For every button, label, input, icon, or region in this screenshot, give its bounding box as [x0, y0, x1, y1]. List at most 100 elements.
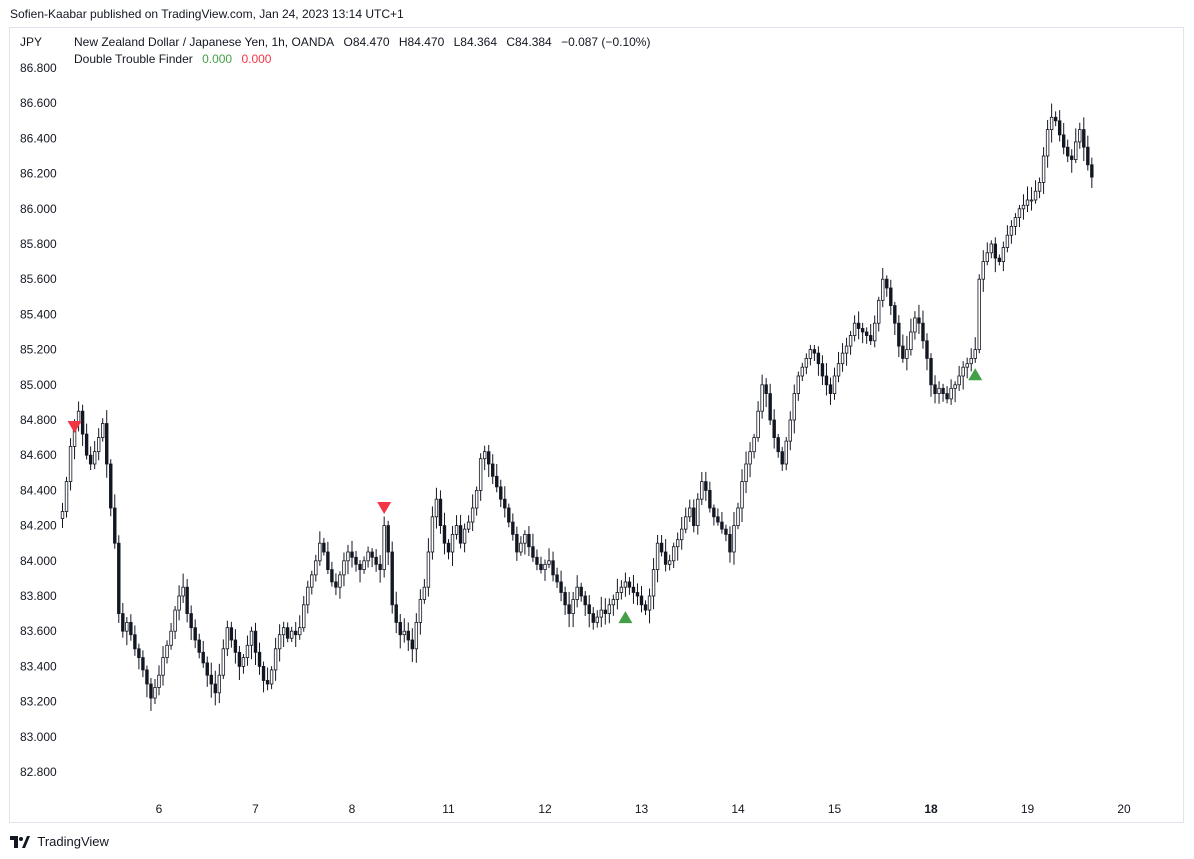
ohlc-low: L84.364 [453, 35, 497, 49]
candle-down [824, 375, 829, 386]
x-tick-label: 14 [731, 802, 745, 816]
candle-up [1037, 181, 1042, 192]
candle-up [1017, 208, 1022, 219]
published-line: Sofien-Kaabar published on TradingView.c… [10, 7, 404, 21]
candle-up [848, 335, 853, 347]
signals [67, 368, 983, 624]
candle-down [631, 586, 636, 593]
candle-down [643, 604, 648, 611]
candle-up [382, 525, 386, 570]
y-tick-label: 83.600 [20, 624, 57, 638]
candle-up [615, 592, 620, 600]
candle-down [941, 387, 945, 395]
candle-up [342, 560, 346, 576]
candle-down [121, 613, 125, 632]
candle-up [1021, 204, 1026, 210]
candle-up [430, 516, 435, 553]
candle-up [173, 609, 177, 632]
candle-down [712, 507, 716, 518]
candle-down [929, 357, 933, 386]
x-axis: 6 7 8 11 12 13 14 15 18 19 20 [156, 802, 1131, 816]
candle-down [1057, 120, 1062, 136]
tradingview-brand[interactable]: TradingView [10, 834, 109, 849]
candle-up [221, 648, 226, 676]
symbol-title[interactable]: New Zealand Dollar / Japanese Yen, 1h, O… [74, 35, 335, 49]
y-tick-label: 85.200 [20, 343, 57, 357]
candle-down [828, 384, 833, 394]
candle-up [273, 648, 278, 671]
candle-down [1082, 129, 1086, 148]
candle-up [981, 261, 985, 280]
candle-up [225, 627, 230, 650]
y-tick-label: 86.800 [20, 61, 57, 75]
candle-down [410, 639, 415, 650]
candle-down [917, 317, 921, 324]
candle-down [354, 556, 358, 565]
chart-frame[interactable] [9, 27, 1184, 823]
candle-down [84, 433, 89, 456]
y-tick-label: 83.200 [20, 695, 57, 709]
candle-up [913, 317, 917, 333]
candle-down [531, 546, 535, 558]
candle-down [893, 305, 897, 324]
candle-down [386, 525, 390, 553]
candle-up [281, 627, 286, 636]
candle-up [1049, 116, 1054, 130]
candle-down [330, 569, 334, 583]
candle-down [511, 521, 515, 535]
candle-up [302, 604, 306, 629]
candle-up [748, 451, 752, 465]
candle-down [933, 384, 937, 394]
candle-up [289, 630, 294, 639]
candle-down [1070, 155, 1074, 160]
candle-down [185, 586, 189, 615]
candle-down [503, 498, 507, 509]
candle-up [684, 516, 688, 530]
candle-up [125, 622, 129, 632]
candle-down [567, 604, 571, 614]
candle-up [760, 384, 764, 412]
candle-up [877, 299, 881, 324]
indicator-value-2: 0.000 [241, 52, 272, 66]
candle-down [446, 542, 451, 553]
y-tick-label: 85.000 [20, 378, 57, 392]
candle-up [310, 574, 314, 588]
x-tick-label: 7 [252, 802, 259, 816]
candle-down [398, 622, 402, 636]
x-tick-label: 15 [828, 802, 842, 816]
candle-down [692, 507, 696, 527]
candle-down [816, 352, 821, 365]
buy-signal-triangle [968, 368, 983, 381]
candle-down [209, 674, 213, 685]
candle-down [728, 534, 732, 553]
candle-up [1029, 199, 1034, 202]
y-tick-label: 85.800 [20, 237, 57, 251]
candle-up [1009, 225, 1014, 236]
candle-up [346, 551, 350, 562]
candle-down [193, 627, 197, 641]
candle-up [153, 687, 157, 699]
y-tick-label: 86.600 [20, 96, 57, 110]
candle-up [607, 604, 612, 614]
y-tick-label: 84.600 [20, 448, 57, 462]
candle-down [925, 340, 929, 359]
candle-down [864, 331, 869, 336]
candle-down [458, 525, 463, 544]
candle-up [989, 243, 994, 254]
candle-up [571, 599, 575, 615]
indicator-value-1: 0.000 [202, 52, 233, 66]
candle-up [973, 349, 977, 359]
candle-down [539, 563, 543, 571]
indicator-title[interactable]: Double Trouble Finder [74, 52, 193, 66]
candle-down [88, 454, 93, 465]
candle-down [229, 627, 234, 641]
candle-down [213, 683, 217, 694]
candle-down [294, 630, 298, 636]
candle-up [314, 560, 318, 576]
candle-up [651, 569, 656, 597]
candle-up [92, 451, 97, 465]
candle-down [993, 243, 998, 259]
candle-down [334, 581, 338, 588]
candle-up [700, 481, 704, 500]
